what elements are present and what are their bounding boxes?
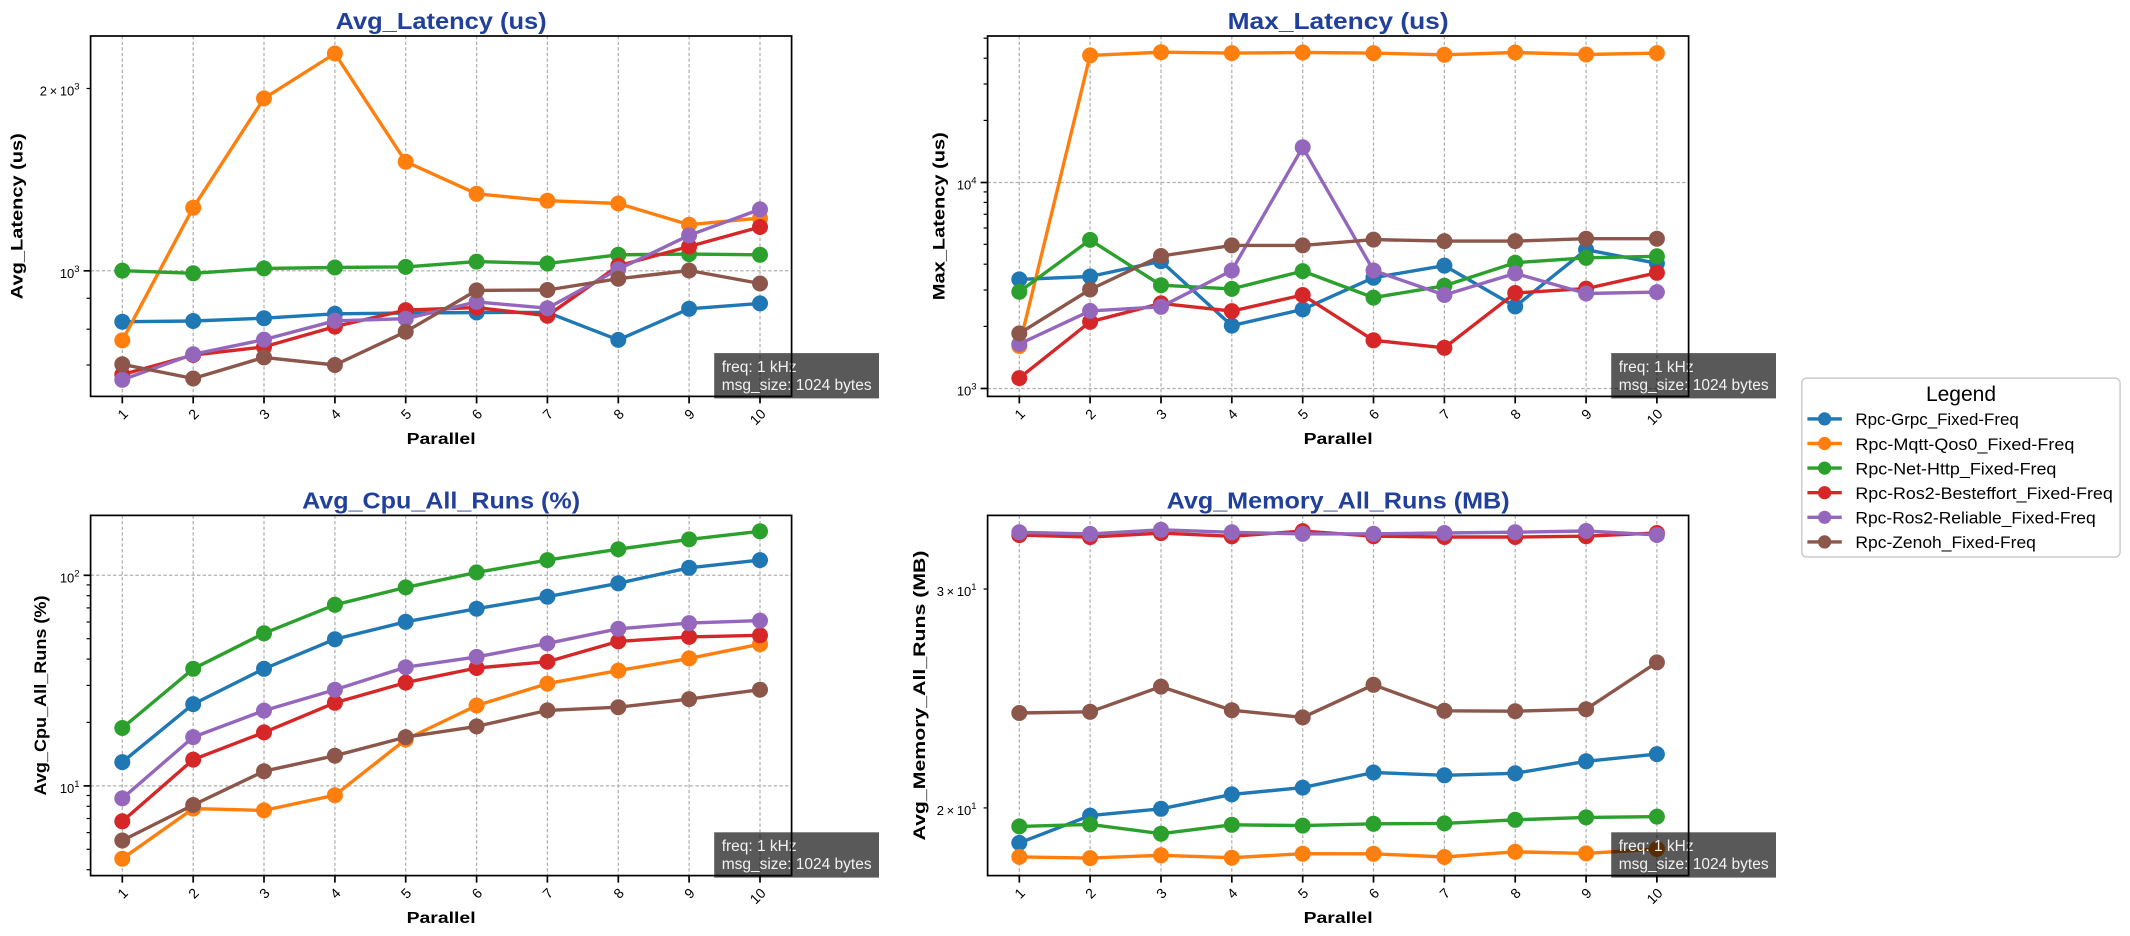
svg-text:Max_Latency (us): Max_Latency (us) bbox=[1228, 8, 1449, 34]
svg-text:Avg_Latency (us): Avg_Latency (us) bbox=[8, 133, 27, 299]
svg-text:Legend: Legend bbox=[1926, 383, 1996, 406]
svg-text:Avg_Latency (us): Avg_Latency (us) bbox=[336, 8, 547, 34]
svg-text:freq: 1 kHz: freq: 1 kHz bbox=[722, 838, 797, 855]
svg-text:msg_size: 1024 bytes: msg_size: 1024 bytes bbox=[1619, 856, 1769, 873]
svg-text:Parallel: Parallel bbox=[1304, 910, 1373, 927]
svg-text:Rpc-Grpc_Fixed-Freq: Rpc-Grpc_Fixed-Freq bbox=[1855, 410, 2018, 429]
svg-text:3 × 101: 3 × 101 bbox=[937, 582, 977, 599]
svg-text:Max_Latency (us): Max_Latency (us) bbox=[930, 132, 949, 300]
svg-text:msg_size: 1024 bytes: msg_size: 1024 bytes bbox=[722, 856, 872, 873]
svg-text:2 × 103: 2 × 103 bbox=[40, 82, 80, 99]
svg-text:Rpc-Mqtt-Qos0_Fixed-Freq: Rpc-Mqtt-Qos0_Fixed-Freq bbox=[1855, 435, 2074, 454]
svg-text:freq: 1 kHz: freq: 1 kHz bbox=[1619, 838, 1694, 855]
svg-text:Rpc-Net-Http_Fixed-Freq: Rpc-Net-Http_Fixed-Freq bbox=[1855, 459, 2056, 478]
svg-text:Parallel: Parallel bbox=[407, 431, 476, 448]
svg-text:Parallel: Parallel bbox=[407, 910, 476, 927]
svg-text:freq: 1 kHz: freq: 1 kHz bbox=[1619, 359, 1694, 376]
svg-text:msg_size: 1024 bytes: msg_size: 1024 bytes bbox=[722, 377, 872, 394]
svg-text:2 × 101: 2 × 101 bbox=[937, 801, 977, 818]
svg-text:Avg_Cpu_All_Runs (%): Avg_Cpu_All_Runs (%) bbox=[31, 596, 50, 796]
svg-text:Rpc-Ros2-Reliable_Fixed-Freq: Rpc-Ros2-Reliable_Fixed-Freq bbox=[1855, 509, 2095, 528]
svg-text:msg_size: 1024 bytes: msg_size: 1024 bytes bbox=[1619, 377, 1769, 394]
svg-text:Avg_Cpu_All_Runs (%): Avg_Cpu_All_Runs (%) bbox=[302, 487, 580, 513]
svg-text:Parallel: Parallel bbox=[1304, 431, 1373, 448]
svg-text:Avg_Memory_All_Runs (MB): Avg_Memory_All_Runs (MB) bbox=[1167, 487, 1510, 513]
svg-text:Avg_Memory_All_Runs (MB): Avg_Memory_All_Runs (MB) bbox=[910, 551, 929, 841]
svg-text:Rpc-Ros2-Besteffort_Fixed-Freq: Rpc-Ros2-Besteffort_Fixed-Freq bbox=[1855, 484, 2112, 503]
svg-text:Rpc-Zenoh_Fixed-Freq: Rpc-Zenoh_Fixed-Freq bbox=[1855, 533, 2036, 552]
svg-text:freq: 1 kHz: freq: 1 kHz bbox=[722, 359, 797, 376]
